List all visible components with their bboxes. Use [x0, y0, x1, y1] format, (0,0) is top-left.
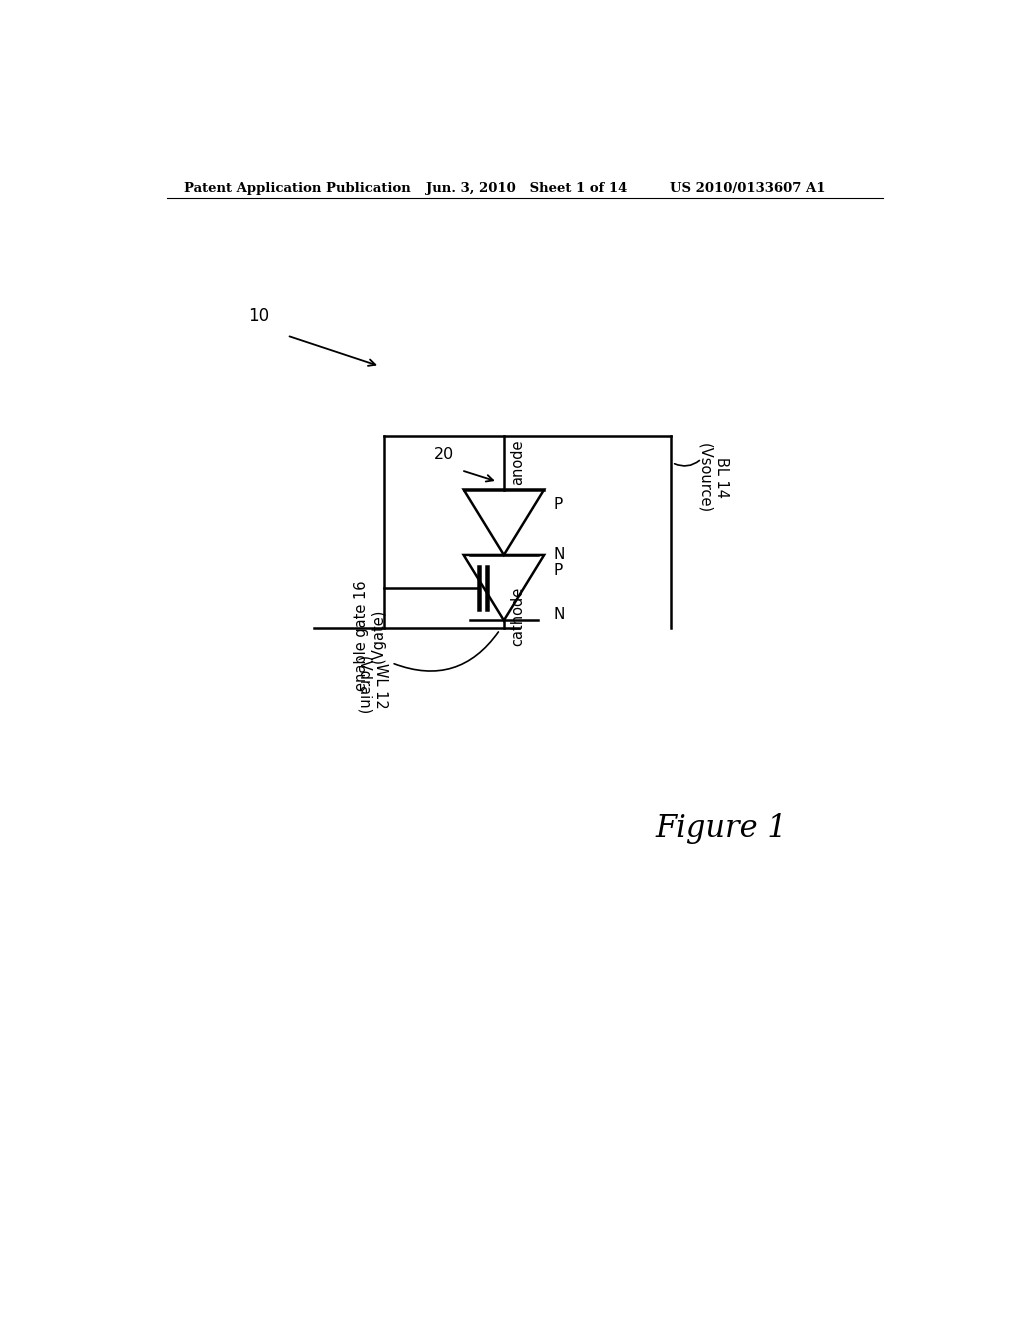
- Text: anode: anode: [510, 440, 525, 486]
- Text: Patent Application Publication: Patent Application Publication: [183, 182, 411, 194]
- Text: N: N: [554, 607, 565, 622]
- Text: 10: 10: [248, 308, 269, 325]
- Text: enable gate 16
(Vgate): enable gate 16 (Vgate): [353, 581, 386, 690]
- Text: P: P: [554, 562, 563, 578]
- Text: US 2010/0133607 A1: US 2010/0133607 A1: [671, 182, 826, 194]
- Text: 20: 20: [434, 447, 455, 462]
- Text: BL 14
(Vsource): BL 14 (Vsource): [697, 444, 729, 513]
- Text: WL 12
(Vdrain): WL 12 (Vdrain): [356, 656, 388, 715]
- Text: N: N: [554, 548, 565, 562]
- Text: cathode: cathode: [510, 587, 525, 647]
- Text: Figure 1: Figure 1: [655, 813, 786, 843]
- Text: Jun. 3, 2010   Sheet 1 of 14: Jun. 3, 2010 Sheet 1 of 14: [426, 182, 628, 194]
- Text: P: P: [554, 498, 563, 512]
